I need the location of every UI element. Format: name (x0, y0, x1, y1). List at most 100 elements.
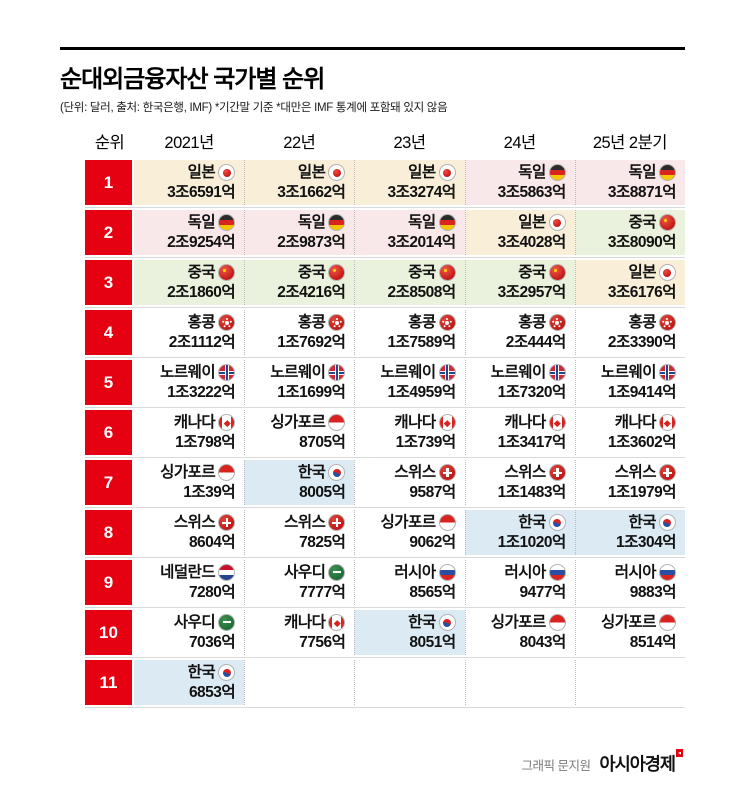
country-name: 홍콩 (518, 313, 546, 331)
sa-flag-icon (328, 564, 346, 581)
country-name: 한국 (518, 513, 546, 531)
country-cell: 홍콩 1조7692억 (244, 310, 355, 355)
country-cell: 노르웨이 1조1699억 (244, 360, 355, 405)
asset-value: 8565억 (409, 583, 456, 601)
ch-flag-icon (438, 464, 456, 481)
country-name: 홍콩 (408, 313, 436, 331)
country-line: 스위스 (174, 513, 236, 533)
asset-value: 1조304억 (615, 533, 677, 551)
asset-value: 2조3390억 (607, 333, 677, 351)
table-header-row: 순위 2021년 22년 23년 24년 25년 2분기 (85, 125, 685, 160)
jp-flag-icon (438, 164, 456, 181)
country-cell: 일본 3조4028억 (464, 210, 575, 255)
infographic-page: 순대외금융자산 국가별 순위 (단위: 달러, 출처: 한국은행, IMF) *… (0, 47, 745, 792)
asset-value: 3조5863억 (497, 183, 567, 201)
country-line: 사우디 (174, 613, 236, 633)
country-cell: 일본 3조3274억 (354, 160, 465, 205)
asset-value: 1조1979억 (607, 483, 677, 501)
country-cell: 캐나다 1조798억 (134, 410, 245, 455)
table-row: 1 일본 3조6591억 일본 3조1662억 일본 3조3274억 독일 3조5863억 독일 3… (85, 160, 685, 208)
country-cell: 노르웨이 1조9414억 (574, 360, 685, 405)
page-title: 순대외금융자산 국가별 순위 (60, 66, 325, 93)
country-name: 독일 (408, 213, 436, 231)
table-row: 3 중국 2조1860억 중국 2조4216억 중국 2조8508억 중국 3조2957억 일본 3… (85, 260, 685, 308)
asset-value: 3조6591억 (167, 183, 236, 201)
rank-badge: 10 (85, 610, 132, 655)
de-flag-icon (328, 214, 346, 231)
empty-cell (464, 660, 575, 705)
country-name: 한국 (297, 463, 326, 481)
table-row: 7 싱가포르 1조39억 한국 8005억 스위스 9587억 스위스 1조1483억 스위스 1조… (85, 460, 685, 508)
country-cell: 스위스 7825억 (244, 510, 355, 555)
hk-flag-icon (658, 314, 676, 331)
country-cell: 스위스 1조1979억 (574, 460, 685, 505)
asset-value: 1조4959억 (387, 383, 456, 401)
country-line: 일본 (408, 163, 456, 183)
ca-flag-icon (438, 414, 456, 431)
country-name: 노르웨이 (490, 363, 547, 381)
jp-flag-icon (658, 264, 676, 281)
country-line: 홍콩 (628, 313, 676, 333)
asset-value: 1조3222억 (167, 383, 236, 401)
country-line: 스위스 (505, 463, 566, 483)
column-header-rank: 순위 (94, 134, 125, 152)
asset-value: 2조4216억 (277, 283, 346, 301)
country-line: 독일 (188, 213, 236, 233)
country-name: 독일 (187, 213, 216, 231)
country-cell: 일본 3조6176억 (574, 260, 685, 305)
rank-badge: 5 (85, 360, 132, 405)
country-name: 일본 (628, 263, 656, 281)
column-header-2022: 22년 (283, 134, 316, 152)
country-name: 러시아 (504, 563, 547, 581)
country-name: 러시아 (394, 563, 436, 581)
graphic-credit: 그래픽 문지원 (521, 759, 591, 773)
kr-flag-icon (438, 614, 456, 631)
country-line: 홍콩 (298, 313, 346, 333)
country-cell: 중국 2조1860억 (134, 260, 245, 305)
asset-value: 3조2014억 (387, 233, 456, 251)
hk-flag-icon (548, 314, 566, 331)
asset-value: 1조39억 (183, 483, 236, 501)
country-cell: 캐나다 7756억 (244, 610, 355, 655)
country-name: 일본 (408, 163, 436, 181)
asset-value: 3조1662억 (277, 183, 346, 201)
country-name: 캐나다 (394, 413, 436, 431)
country-line: 노르웨이 (601, 363, 676, 383)
rank-badge: 7 (85, 460, 132, 505)
country-line: 일본 (298, 163, 346, 183)
cn-flag-icon (438, 264, 456, 281)
country-cell: 싱가포르 9062억 (354, 510, 465, 555)
asset-value: 1조3417억 (497, 433, 567, 451)
ca-flag-icon (328, 614, 346, 631)
de-flag-icon (658, 164, 676, 181)
country-line: 러시아 (394, 563, 456, 583)
rank-badge: 4 (85, 310, 132, 355)
country-cell: 싱가포르 1조39억 (134, 460, 245, 505)
ch-flag-icon (658, 464, 676, 481)
brand-logo: 아시아경제 (600, 749, 683, 776)
asset-value: 8051억 (409, 633, 456, 651)
country-cell: 사우디 7036억 (134, 610, 245, 655)
no-flag-icon (658, 364, 676, 381)
asset-value: 7777억 (299, 583, 346, 601)
asset-value: 9477억 (519, 583, 567, 601)
country-cell: 한국 6853억 (134, 660, 245, 705)
asset-value: 1조1483억 (497, 483, 567, 501)
country-line: 스위스 (394, 463, 456, 483)
country-name: 홍콩 (187, 313, 216, 331)
country-cell: 싱가포르 8705억 (244, 410, 355, 455)
country-line: 캐나다 (505, 413, 566, 433)
table-row: 9 네덜란드 7280억 사우디 7777억 러시아 8565억 러시아 9477억 러시아 988… (85, 560, 685, 608)
country-cell: 독일 3조8871억 (574, 160, 685, 205)
table-row: 5 노르웨이 1조3222억 노르웨이 1조1699억 노르웨이 1조4959억 노르웨이 1조… (85, 360, 685, 408)
country-name: 독일 (518, 163, 546, 181)
country-cell: 러시아 9477억 (464, 560, 575, 605)
country-line: 독일 (408, 213, 456, 233)
country-cell: 중국 2조8508억 (354, 260, 465, 305)
country-line: 독일 (628, 163, 676, 183)
country-cell: 중국 3조2957억 (464, 260, 575, 305)
country-line: 사우디 (284, 563, 346, 583)
country-name: 캐나다 (173, 413, 216, 431)
country-cell: 홍콩 2조1112억 (134, 310, 245, 355)
de-flag-icon (218, 214, 236, 231)
